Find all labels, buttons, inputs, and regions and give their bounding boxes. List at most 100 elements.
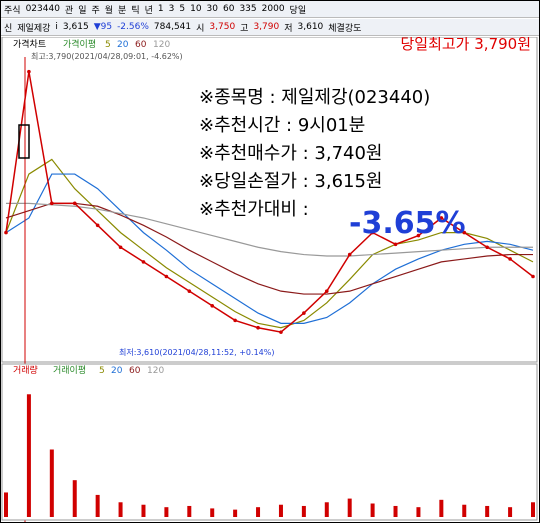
toolbar-top: 주식 023440 관 일 주 월 분 틱 년 1 3 5 10 30 60 335 2000 당일 [1,1,539,18]
toolbar-item[interactable]: 제일제강 [17,23,51,34]
info-line: ※종목명 : 제일제강(023440) [199,87,430,108]
volume-bar [439,499,444,517]
toolbar-item[interactable]: 체결강도 [328,23,362,34]
price-point [256,325,260,330]
chart: 가격차트 가격이평 5 20 60 120 당일최고가 3,790원최고:3,790(202… [1,37,538,522]
legend-entry: 20 [117,40,129,50]
toolbar-item[interactable]: -2.56% [117,22,149,32]
toolbar-quote: 신 제일제강 i 3,615 ▼95 -2.56% 784,541 시 3,750 고 3,790 저… [1,19,539,36]
price-point [27,69,31,74]
toolbar-item[interactable]: 10 [190,4,202,14]
toolbar-item[interactable]: 5 [179,4,186,14]
ma-line [5,158,534,329]
volume-bar [531,502,535,517]
volume-panel [1,363,538,521]
toolbar-item[interactable]: 2000 [261,4,285,14]
volume-bar [324,502,329,517]
toolbar-item[interactable]: 주 [91,5,100,16]
volume-legend-entry: 20 [111,366,123,376]
toolbar-item[interactable]: 시 [196,23,205,34]
price-point [485,245,489,250]
toolbar-item[interactable]: 년 [144,5,153,16]
volume-ma-label: 거래이평 [53,365,86,376]
toolbar-item[interactable]: 당일 [289,5,307,16]
toolbar-item[interactable]: 784,541 [153,22,192,32]
volume-bar [26,394,31,517]
toolbar-item[interactable]: 월 [104,5,114,16]
toolbar-item[interactable]: 3,750 [209,22,236,32]
toolbar-item[interactable]: 저 [284,23,293,34]
volume-legend-entry: 60 [129,366,141,376]
price-point [72,201,77,206]
volume-bar [256,507,261,517]
legend-entry: 60 [135,40,147,50]
low-note: 최저:3,610(2021/04/28,11:52, +0.14%) [119,347,274,357]
toolbar-item[interactable]: 3,790 [253,22,280,32]
price-point [393,242,398,247]
panel-title: 가격차트 [13,38,46,50]
volume-bar [95,494,100,517]
ma-line [5,173,534,324]
price-point [4,230,8,235]
volume-bar [347,498,352,517]
toolbar-item[interactable]: 3 [168,4,175,14]
toolbar-item[interactable]: ▼95 [93,22,113,32]
toolbar-item[interactable]: 고 [240,23,249,34]
volume-bar [393,505,398,517]
price-panel [1,37,538,363]
price-point [462,230,467,235]
volume-bar [72,480,77,517]
toolbar-item[interactable]: 관 [64,5,74,16]
price-point [50,201,54,206]
info-change: -3.65% [349,206,466,241]
price-point [439,216,444,220]
price-point [416,233,421,238]
volume-bar [210,508,215,517]
price-line [5,71,534,333]
info-line: ※당일손절가 : 3,615원 [199,171,382,192]
price-point [141,260,146,264]
toolbar-item[interactable]: 60 [223,4,235,14]
price-point [187,289,192,293]
price-point [164,274,169,279]
toolbar-item[interactable]: 분 [118,5,127,16]
price-point [302,311,306,315]
ma-label: 가격이평 [63,38,96,50]
cursor-box [18,124,30,159]
volume-bar [49,449,54,517]
volume-bar [462,504,467,517]
toolbar-item[interactable]: 335 [239,4,257,14]
price-point [347,252,352,257]
volume-bar [508,507,513,517]
toolbar-item[interactable]: i [55,22,58,32]
toolbar-item[interactable]: 3,615 [62,22,89,32]
price-point [531,274,535,279]
volume-title: 거래량 [13,364,38,376]
price-point [370,230,375,235]
volume-bar [164,507,169,517]
high-note: 최고:3,790(2021/04/28,09:01, -4.62%) [31,51,183,61]
toolbar-item[interactable]: 틱 [131,5,140,16]
info-line: ※추천가대비 : [199,199,309,220]
toolbar-item[interactable]: 30 [206,4,218,14]
volume-bar [141,504,146,517]
volume-bar [485,505,490,517]
toolbar-item[interactable]: 023440 [25,4,60,14]
headline: 당일최고가 3,790원 [400,37,531,53]
ma-line [6,202,533,257]
price-point [324,289,329,293]
toolbar-item[interactable]: 3,610 [297,22,324,32]
toolbar-item[interactable]: 1 [157,4,164,14]
volume-legend-entry: 120 [147,366,164,376]
price-point [118,245,123,250]
volume-bar [278,504,283,517]
volume-bar [301,505,306,517]
info-line: ※추천시간 : 9시01분 [199,115,365,136]
toolbar-item[interactable]: 일 [78,5,87,16]
volume-bar [187,505,192,517]
toolbar-item[interactable]: 주식 [4,5,21,16]
toolbar-item[interactable]: 신 [4,23,13,34]
legend-entry: 5 [105,40,111,50]
price-point [508,257,512,261]
